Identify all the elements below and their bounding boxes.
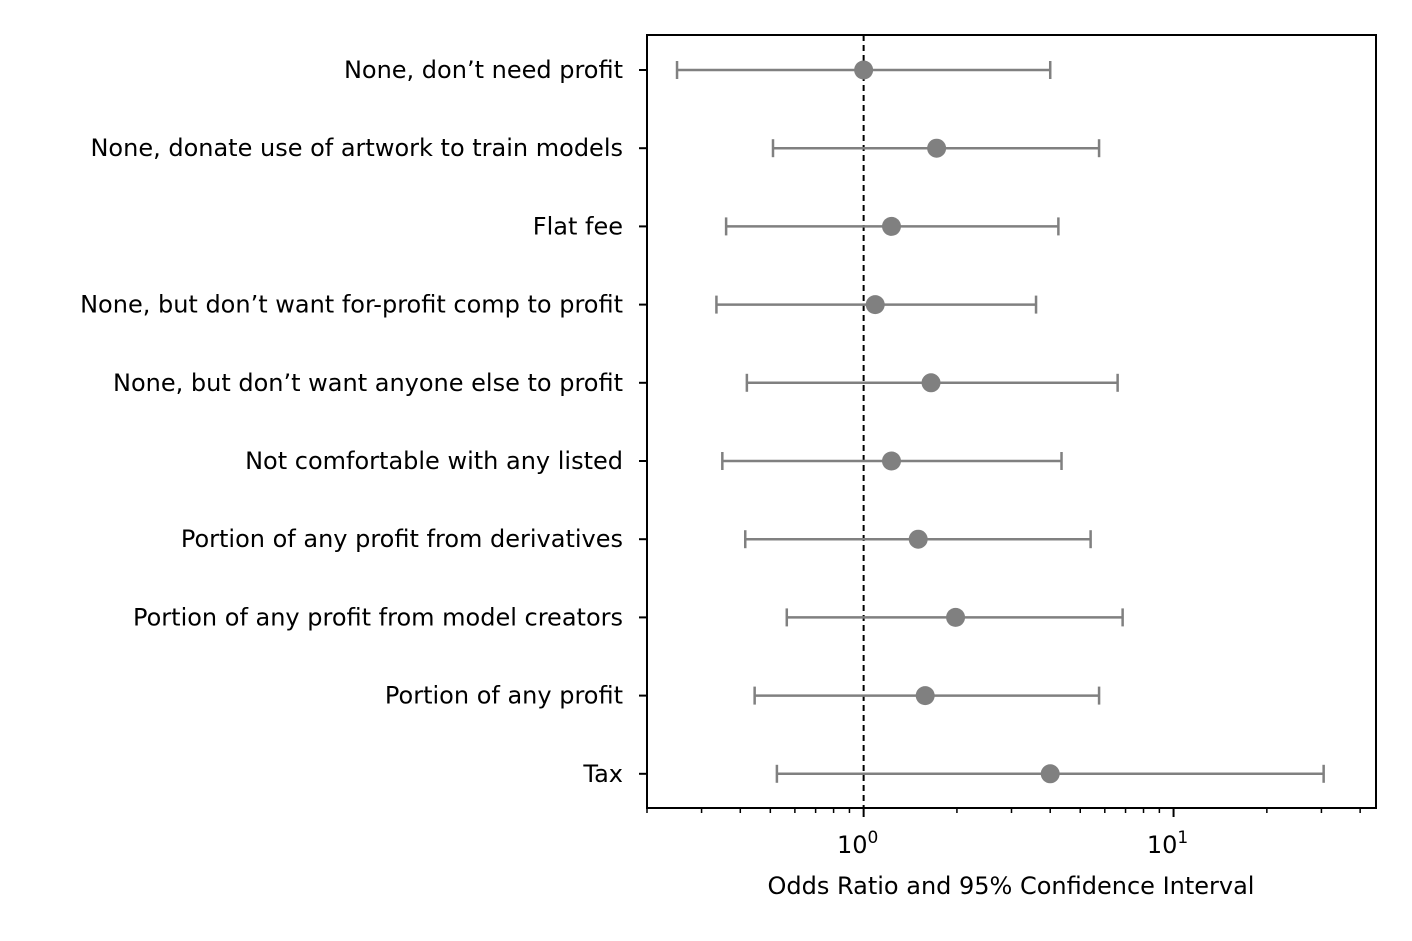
odds-ratio-point [915,686,935,706]
odds-ratio-point [921,373,941,393]
y-tick-label: Not comfortable with any listed [245,447,623,475]
odds-ratio-point [881,451,901,471]
x-axis: 100 101 [646,808,1361,859]
odds-ratio-point [908,529,928,549]
y-tick-label: Portion of any profit from derivatives [181,525,623,553]
x-axis-title: Odds Ratio and 95% Confidence Interval [768,872,1255,900]
y-tick-label: None, don’t need profit [344,56,623,84]
plot-marks [675,35,1325,808]
y-tick-label: None, but don’t want for-profit comp to … [80,291,623,319]
x-tick-label-exponent: 1 [1177,828,1188,848]
x-tick-label: 101 [1147,828,1188,859]
y-tick-label: Portion of any profit [385,682,623,710]
y-tick-label: Portion of any profit from model creator… [133,603,623,631]
x-tick-label-exponent: 0 [867,828,878,848]
odds-ratio-point [946,607,966,627]
y-tick-label: Tax [582,760,623,788]
odds-ratio-point [865,295,885,315]
x-tick-label: 100 [837,828,878,859]
odds-ratio-point [927,138,947,158]
y-axis: None, don’t need profit None, donate use … [80,56,647,788]
y-tick-label: Flat fee [533,212,623,240]
x-tick-label-base: 10 [1147,831,1178,859]
odds-ratio-point [854,60,874,80]
x-tick-label-base: 10 [837,831,868,859]
plot-frame [646,34,1377,809]
odds-ratio-point [1040,764,1060,784]
odds-ratio-point [881,216,901,236]
y-tick-label: None, donate use of artwork to train mod… [90,134,623,162]
y-tick-label: None, but don’t want anyone else to prof… [113,369,623,397]
